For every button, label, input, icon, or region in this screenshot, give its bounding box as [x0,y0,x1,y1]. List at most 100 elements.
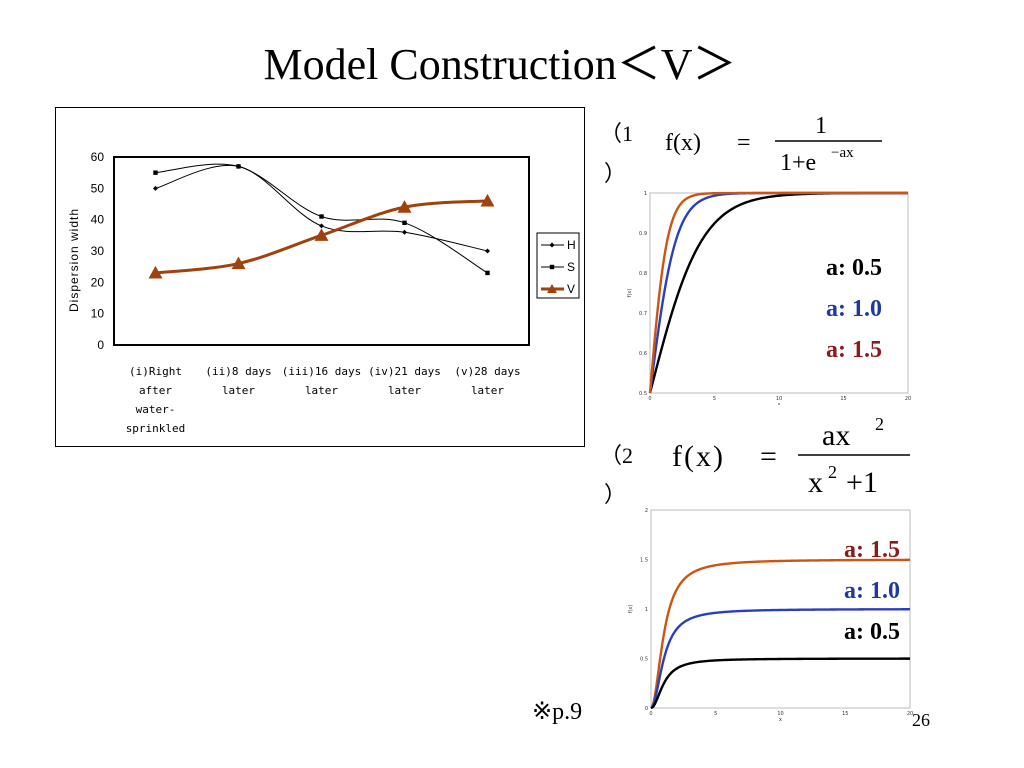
x-tick-line: (iii)16 days [282,365,361,378]
y-tick-label: 0.8 [639,271,647,277]
x-axis-label: x [778,402,781,405]
x-tick-line: water- [136,403,176,416]
formula-1-equals: = [737,130,751,156]
x-tick-line: (v)28 days [454,365,520,378]
reference-note: ※p.9 [532,699,583,725]
marker-square [153,170,158,175]
x-tick-label: (iii)16 days later [282,365,361,397]
formula-2-numerator: ax [822,419,850,452]
y-tick-label: 1 [645,607,648,613]
marker-diamond [485,248,490,254]
curve-a-0.5 [650,657,910,710]
dispersion-chart: 0 10 20 30 40 50 60 (i)Right after water-sprinkl… [55,107,585,447]
a-value-label: a: 0.5 [826,255,882,281]
x-tick-label: 10 [776,396,782,402]
x-tick-line: (ii)8 days [205,365,271,378]
formula-2-plot: 0 5 10 15 20 0 0.5 1 1.5 2 x f(x) a: 1.5 a: 1.0 a: 0.5 [628,508,913,723]
x-tick-line: after [139,384,172,397]
dispersion-chart-svg: 0 10 20 30 40 50 60 (i)Right after water-sprinkl… [67,150,580,435]
curve-a-1 [650,608,910,709]
x-tick-line: later [471,384,504,397]
a-value-label: a: 1.0 [826,296,882,322]
marker-diamond [153,185,158,191]
y-tick-label: 10 [91,307,105,321]
x-tick-label: 5 [713,396,716,402]
formula-1-block: （1 ） f(x) = 1 1+e −ax 0 5 10 15 200.50.60.70… [600,113,911,405]
marker-square [236,164,241,169]
x-tick-label: 0 [649,711,652,717]
marker-triangle [314,228,329,241]
a-value-label: a: 0.5 [844,619,900,645]
y-tick-label: 0.5 [640,657,648,663]
y-tick-label: 0 [645,706,648,712]
y-axis-label: f(x) [628,605,634,614]
legend-label: S [567,260,575,274]
formula-2-equals: = [760,440,777,473]
legend-label: H [567,238,576,252]
y-tick-label: 1.5 [640,558,648,564]
marker-square [319,214,324,219]
y-tick-label: 50 [91,181,105,195]
a-value-label: a: 1.5 [826,337,882,363]
a-value-label: a: 1.5 [844,537,900,563]
x-tick-line: later [388,384,421,397]
y-tick-label: 60 [91,150,105,164]
x-tick-line: (i)Right [129,365,182,378]
x-tick-label: 20 [907,711,913,717]
marker-triangle [231,256,246,270]
x-tick-line: later [305,384,338,397]
x-tick-label: (v)28 days later [454,365,520,397]
y-tick-label: 20 [91,275,105,289]
formula-1-number: （1 [600,121,633,146]
x-axis-label: x [779,717,782,723]
x-tick-label: 15 [840,396,846,402]
x-tick-label: 10 [777,711,783,717]
y-axis-label: Dispersion width [67,208,81,312]
y-tick-label: 2 [645,508,648,514]
marker-diamond [319,223,324,229]
y-tick-label: 0 [97,338,104,352]
x-tick-label: (i)Right after water-sprinkled [126,365,186,435]
formula-2-denominator-rest: +1 [846,466,878,499]
x-tick-label: 5 [714,711,717,717]
marker-triangle [397,200,412,213]
formula-1-exponent: −ax [831,145,854,161]
formula-1-plot: 0 5 10 15 20 0.5 0.6 0.7 0.8 0.9 1 x f(x) a: 0.5 a: 1.… [627,191,911,405]
x-tick-line: (iv)21 days [368,365,441,378]
marker-square [549,264,555,270]
marker-triangle [547,284,557,293]
plot-frame [649,192,909,394]
marker-square [402,220,407,225]
marker-diamond [402,229,407,235]
formula-2-denominator-exp: 2 [828,462,837,482]
plot-area [113,156,530,346]
marker-diamond [549,242,555,248]
formula-2-denominator: x [808,466,823,499]
formula-2-numerator-exp: 2 [875,414,884,434]
marker-square [485,270,490,276]
formula-2-block: （2 ） f(x) = ax 2 x 2 +1 0 5 10 15 20 0 0.5 1 1.5… [600,414,913,723]
y-tick-label: 0.5 [639,391,647,397]
x-tick-label: 0 [648,396,651,402]
x-tick-line: sprinkled [126,422,186,435]
formula-2-lhs: f(x) [672,440,725,473]
y-tick-label: 0.6 [639,351,647,357]
x-tick-label: 15 [842,711,848,717]
y-axis-label: f(x) [627,289,633,298]
curve-a-1.5 [650,558,910,709]
formula-1-denominator: 1+e [780,150,816,176]
formula-1-lhs: f(x) [665,130,701,156]
a-value-label: a: 1.0 [844,578,900,604]
legend-label: V [567,282,575,296]
y-tick-label: 0.7 [639,311,647,317]
legend-box [536,232,580,299]
formula-1-close: ） [604,161,626,186]
formula-2-close: ） [604,482,626,507]
x-tick-line: later [222,384,255,397]
y-tick-label: 0.9 [639,231,647,237]
marker-triangle [480,193,495,207]
x-tick-label: (iv)21 days later [368,365,441,397]
y-tick-label: 1 [644,191,647,197]
formula-1-numerator: 1 [815,113,827,139]
x-tick-label: 20 [905,396,911,402]
